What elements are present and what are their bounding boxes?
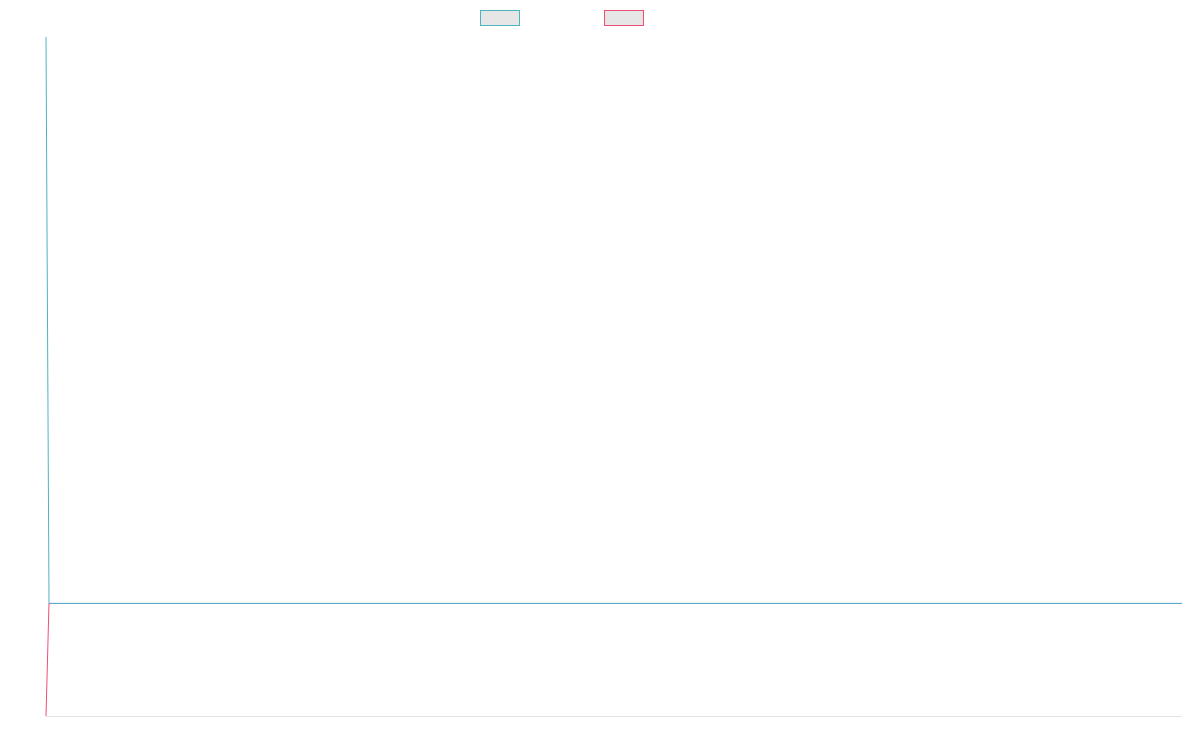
- chart-legend: [0, 9, 1200, 27]
- series-line-1: [45, 36, 50, 603]
- legend-swatch-series-2: [604, 10, 644, 26]
- legend-item-series-2[interactable]: [604, 9, 650, 27]
- series-line-2: [45, 602, 50, 717]
- legend-item-series-1[interactable]: [480, 9, 526, 27]
- legend-swatch-series-1: [480, 10, 520, 26]
